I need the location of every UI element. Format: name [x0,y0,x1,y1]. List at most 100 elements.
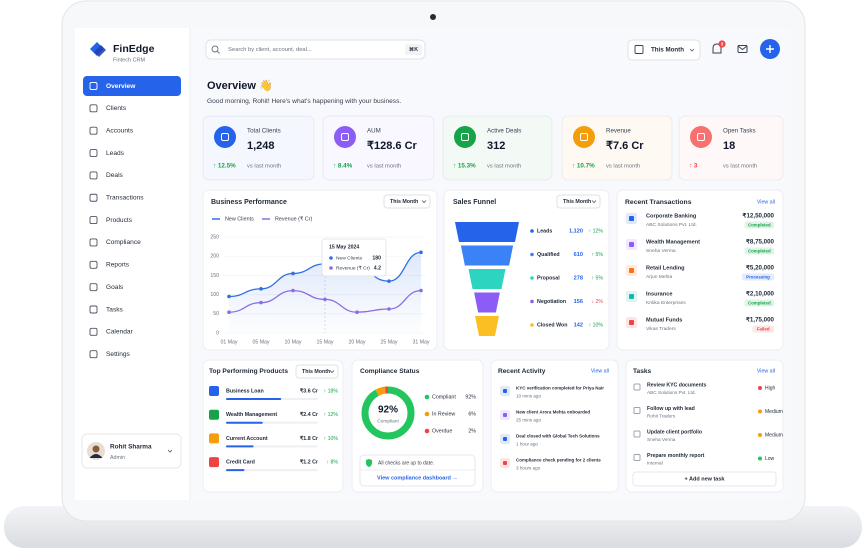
priority-dot [758,433,762,437]
nav-item[interactable]: Reports [106,262,130,269]
txn-name: Mutual Funds [646,317,682,323]
activity-text: KYC verification completed for Priya Nai… [516,386,604,391]
txn-status: Processing [746,274,770,279]
status-badge [742,273,774,281]
point [227,294,231,299]
legend-dot [424,394,430,400]
period-select[interactable] [383,194,431,209]
donut-center-label: Compliant [377,418,399,424]
nav-item[interactable]: Goals [106,284,124,291]
task-sub: ABC Solutions Pvt. Ltd. [647,390,696,395]
period-select[interactable] [295,364,339,379]
activity-text: New client Arora Mehta onboarded [516,410,590,415]
stage-label: Negotiation [537,299,566,305]
task-checkbox[interactable] [633,383,641,391]
stage-value: 156 [574,299,583,305]
nav-item[interactable]: Clients [106,105,127,112]
nav-icon [89,260,98,269]
page-title: Overview 👋 [207,79,273,92]
nav-item[interactable]: Compliance [106,239,141,246]
task-checkbox[interactable] [633,454,641,461]
y-tick-label: 0 [216,330,219,336]
chevron-icon [167,449,173,453]
stage-dot [530,323,534,327]
task-title: Prepare monthly report [647,453,705,459]
point [227,310,231,315]
kpi-change: ↑ 15.3% [453,163,476,170]
tooltip [321,238,387,277]
search-box[interactable] [205,39,426,60]
priority-dot [758,386,762,390]
nav-item[interactable]: Transactions [106,195,144,202]
tooltip-date: 15 May 2024 [329,244,359,250]
view-all-link[interactable]: View all [757,199,775,205]
shield-icon [366,459,372,467]
nav-icon [89,82,98,90]
card-title: Recent Transactions [625,199,692,206]
task-title: Follow up with lead [647,406,695,412]
add-task-button[interactable] [632,471,777,487]
txn-sub: ABC Solutions Pvt. Ltd. [646,222,697,228]
point [355,310,359,315]
product-amount: ₹1.8 Cr [300,436,318,442]
kpi-label: Total Clients [247,128,281,135]
status-badge [744,221,774,229]
product-name: Credit Card [226,460,255,466]
stage-change: ↑ 10% [589,322,604,328]
task-title: Update client portfolio [647,429,702,435]
txn-name: Corporate Banking [646,213,697,219]
point [419,250,423,255]
add-task-label[interactable]: + Add new task [685,476,726,482]
funnel-stage [460,245,514,266]
txn-icon [629,320,634,325]
nav-item[interactable]: Overview [106,83,136,90]
nav-icon [89,216,98,225]
activity-text: Compliance check pending for 2 clients [516,458,601,463]
legend-label: Compliant [432,394,456,400]
nav-item[interactable]: Tasks [106,306,124,313]
nav-icon [89,305,98,314]
nav-active-bg[interactable] [83,76,181,96]
period-label: This Month [302,369,330,375]
nav-icon [89,238,98,247]
chevron-icon [421,200,427,204]
kpi-value: ₹128.6 Cr [367,140,418,152]
task-checkbox[interactable] [633,430,641,438]
stage-change: ↑ 5% [591,275,603,281]
task-priority: Medium [765,432,783,438]
nav-item[interactable]: Settings [106,351,131,358]
user-card[interactable] [81,433,182,469]
period-button[interactable] [627,39,701,61]
legend-label: Revenue (₹ Cr) [275,216,312,222]
stage-dot [530,299,534,304]
dashboard-link[interactable]: View compliance dashboard → [377,475,458,481]
avatar-face [92,445,100,453]
view-all-link[interactable]: View all [591,368,609,374]
x-tick-label: 10 May [284,339,301,345]
activity-time: 1 hour ago [516,442,538,447]
nav-item[interactable]: Calendar [106,329,134,336]
txn-icon [629,294,634,299]
card-title: Compliance Status [360,368,420,375]
funnel-stage [474,292,500,313]
funnel-stage [468,269,506,289]
nav-item[interactable]: Accounts [106,127,134,134]
product-change: ↑ 18% [324,388,339,394]
mail-icon[interactable] [737,45,748,53]
mail-flap [737,45,748,51]
card-title: Sales Funnel [453,199,496,206]
txn-amount: ₹2,10,000 [746,291,775,298]
task-checkbox[interactable] [633,407,641,414]
kpi-icon-glyph [461,133,469,141]
status-badge [744,299,774,307]
tooltip-series: New Clients [336,255,363,261]
task-priority: Medium [765,409,783,415]
card [616,189,784,351]
view-all-link[interactable]: View all [757,368,775,374]
period-select[interactable] [556,194,601,209]
kpi-icon-glyph [341,133,349,141]
notification-count: 3 [721,41,724,46]
nav-item[interactable]: Deals [106,172,124,179]
nav-item[interactable]: Products [106,217,133,224]
nav-item[interactable]: Leads [106,150,125,157]
